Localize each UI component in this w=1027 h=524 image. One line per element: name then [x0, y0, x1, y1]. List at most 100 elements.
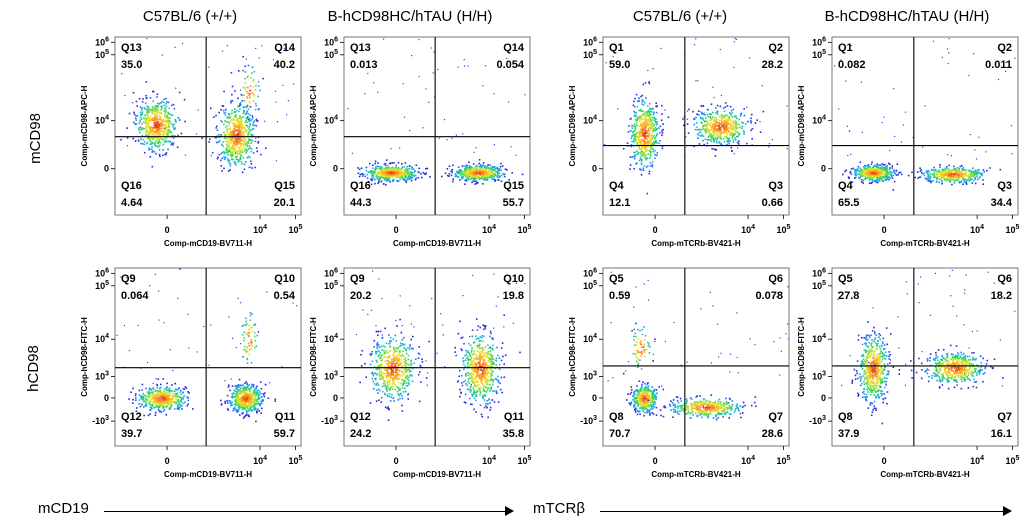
event-dot [633, 141, 635, 143]
event-dot [156, 390, 159, 392]
event-dot [145, 129, 148, 132]
event-dot [750, 129, 752, 132]
event-dot [388, 180, 391, 182]
event-dot [626, 142, 629, 144]
event-dot [393, 179, 395, 182]
event-dot [157, 409, 160, 412]
event-dot [718, 119, 721, 122]
event-dot [172, 401, 175, 404]
event-dot [376, 171, 379, 174]
event-dot [153, 396, 155, 399]
event-dot [645, 154, 647, 156]
event-dot [877, 177, 879, 179]
event-dot [654, 157, 656, 160]
event-dot [165, 105, 168, 108]
event-dot [724, 126, 726, 129]
event-dot [840, 59, 842, 61]
event-dot [224, 120, 226, 122]
event-dot [719, 137, 721, 140]
event-dot [864, 169, 867, 171]
event-dot [167, 126, 170, 128]
event-dot [639, 168, 641, 170]
event-dot [389, 168, 392, 171]
event-dot [247, 387, 249, 390]
event-dot [639, 140, 641, 142]
event-dot [461, 177, 463, 180]
event-dot [958, 181, 961, 183]
event-dot [865, 174, 867, 176]
event-dot [951, 183, 953, 186]
event-dot [404, 162, 407, 164]
event-dot [166, 387, 169, 389]
event-dot [400, 170, 403, 172]
event-dot [411, 55, 413, 57]
event-dot [164, 395, 166, 397]
event-dot [220, 159, 222, 162]
event-dot [726, 124, 728, 126]
event-dot [153, 126, 156, 129]
event-dot [139, 111, 142, 114]
event-dot [226, 145, 229, 147]
event-dot [948, 164, 950, 167]
event-dot [397, 161, 400, 164]
event-dot [965, 169, 967, 172]
event-dot [924, 177, 927, 180]
event-dot [726, 105, 729, 107]
event-dot [500, 174, 503, 177]
event-dot [238, 120, 241, 123]
event-dot [854, 172, 856, 175]
event-dot [227, 158, 229, 160]
event-dot [864, 176, 867, 178]
event-dot [424, 173, 427, 176]
event-dot [474, 179, 476, 181]
event-dot [959, 165, 962, 168]
event-dot [235, 129, 237, 131]
event-dot [385, 174, 388, 176]
event-dot [159, 155, 161, 157]
event-dot [156, 128, 158, 130]
event-dot [459, 179, 461, 181]
event-dot [661, 131, 664, 134]
event-dot [162, 402, 164, 404]
event-dot [284, 47, 286, 49]
event-dot [635, 125, 638, 127]
event-dot [960, 174, 963, 176]
event-dot [157, 137, 159, 139]
event-dot [143, 400, 145, 403]
event-dot [166, 401, 168, 404]
event-dot [370, 178, 372, 181]
event-dot [142, 398, 144, 401]
event-dot [155, 405, 158, 407]
event-dot [165, 152, 168, 154]
event-dot [144, 397, 147, 400]
event-dot [228, 114, 231, 116]
event-dot [712, 137, 714, 140]
event-dot [866, 169, 868, 171]
event-dot [644, 101, 646, 104]
event-dot [870, 182, 872, 184]
event-dot [633, 151, 635, 154]
event-dot [878, 167, 881, 170]
event-dot [379, 174, 382, 176]
event-dot [653, 142, 656, 144]
event-dot [700, 134, 703, 137]
event-dot [151, 148, 153, 150]
event-dot [252, 384, 255, 386]
event-dot [648, 142, 651, 144]
event-dot [713, 141, 715, 143]
event-dot [230, 147, 233, 149]
event-dot [640, 131, 642, 134]
event-dot [415, 177, 417, 180]
event-dot [640, 174, 643, 176]
event-dot [162, 133, 164, 136]
event-dot [955, 179, 958, 181]
event-dot [155, 131, 158, 134]
event-dot [239, 108, 241, 110]
event-dot [134, 399, 137, 401]
quadrant-name: Q2 [997, 42, 1012, 54]
event-dot [234, 150, 237, 152]
event-dot [885, 168, 888, 170]
event-dot [720, 131, 723, 134]
event-dot [246, 142, 248, 144]
event-dot [163, 393, 166, 395]
